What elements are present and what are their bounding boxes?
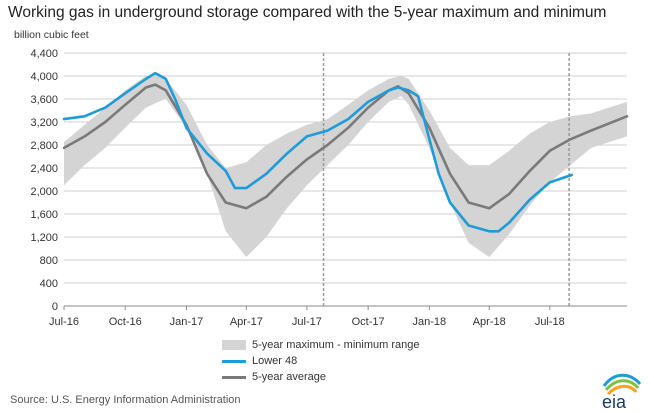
x-tick-label: Jan-18 bbox=[413, 316, 447, 328]
legend-label-avg: 5-year average bbox=[252, 371, 326, 383]
x-tick-label: Oct-16 bbox=[109, 316, 142, 328]
legend-swatch-avg bbox=[222, 375, 246, 379]
chart-title: Working gas in underground storage compa… bbox=[8, 4, 607, 21]
y-tick-label: 1,600 bbox=[30, 209, 58, 221]
legend-swatch-range bbox=[222, 340, 246, 350]
legend-label-lower48: Lower 48 bbox=[252, 355, 298, 367]
eia-logo-text: eia bbox=[602, 392, 627, 410]
y-tick-label: 2,000 bbox=[30, 186, 58, 198]
legend-item-avg: 5-year average bbox=[222, 369, 419, 385]
legend-item-range: 5-year maximum - minimum range bbox=[222, 337, 419, 353]
y-tick-label: 1,200 bbox=[30, 232, 58, 244]
x-tick-label: Oct-17 bbox=[352, 316, 385, 328]
series-line-5yr-average bbox=[62, 83, 629, 210]
legend-item-lower48: Lower 48 bbox=[222, 353, 419, 369]
eia-logo-swoosh-icon bbox=[602, 373, 642, 396]
series-line-lower48 bbox=[62, 71, 574, 233]
x-tick-label: Jul-18 bbox=[535, 316, 565, 328]
range-band bbox=[64, 73, 627, 258]
y-tick-label: 3,200 bbox=[30, 117, 58, 129]
y-tick-label: 2,400 bbox=[30, 163, 58, 175]
y-tick-label: 400 bbox=[40, 278, 58, 290]
x-tick-label: Apr-17 bbox=[230, 316, 263, 328]
y-axis-unit-label: billion cubic feet bbox=[14, 29, 89, 41]
legend-label-range: 5-year maximum - minimum range bbox=[252, 339, 420, 351]
eia-logo: eia bbox=[602, 373, 642, 410]
legend-swatch-lower48 bbox=[222, 359, 246, 363]
y-tick-label: 800 bbox=[40, 255, 58, 267]
x-tick-label: Jul-16 bbox=[49, 316, 79, 328]
x-tick-label: Apr-18 bbox=[473, 316, 506, 328]
y-tick-label: 3,600 bbox=[30, 94, 58, 106]
y-tick-label: 4,000 bbox=[30, 71, 58, 83]
x-tick-label: Jan-17 bbox=[170, 316, 204, 328]
y-tick-label: 2,800 bbox=[30, 140, 58, 152]
y-tick-label: 4,400 bbox=[30, 48, 58, 60]
x-tick-label: Jul-17 bbox=[292, 316, 322, 328]
chart-legend: 5-year maximum - minimum range Lower 48 … bbox=[222, 337, 419, 385]
y-tick-label: 0 bbox=[52, 301, 58, 313]
source-note: Source: U.S. Energy Information Administ… bbox=[10, 394, 241, 406]
